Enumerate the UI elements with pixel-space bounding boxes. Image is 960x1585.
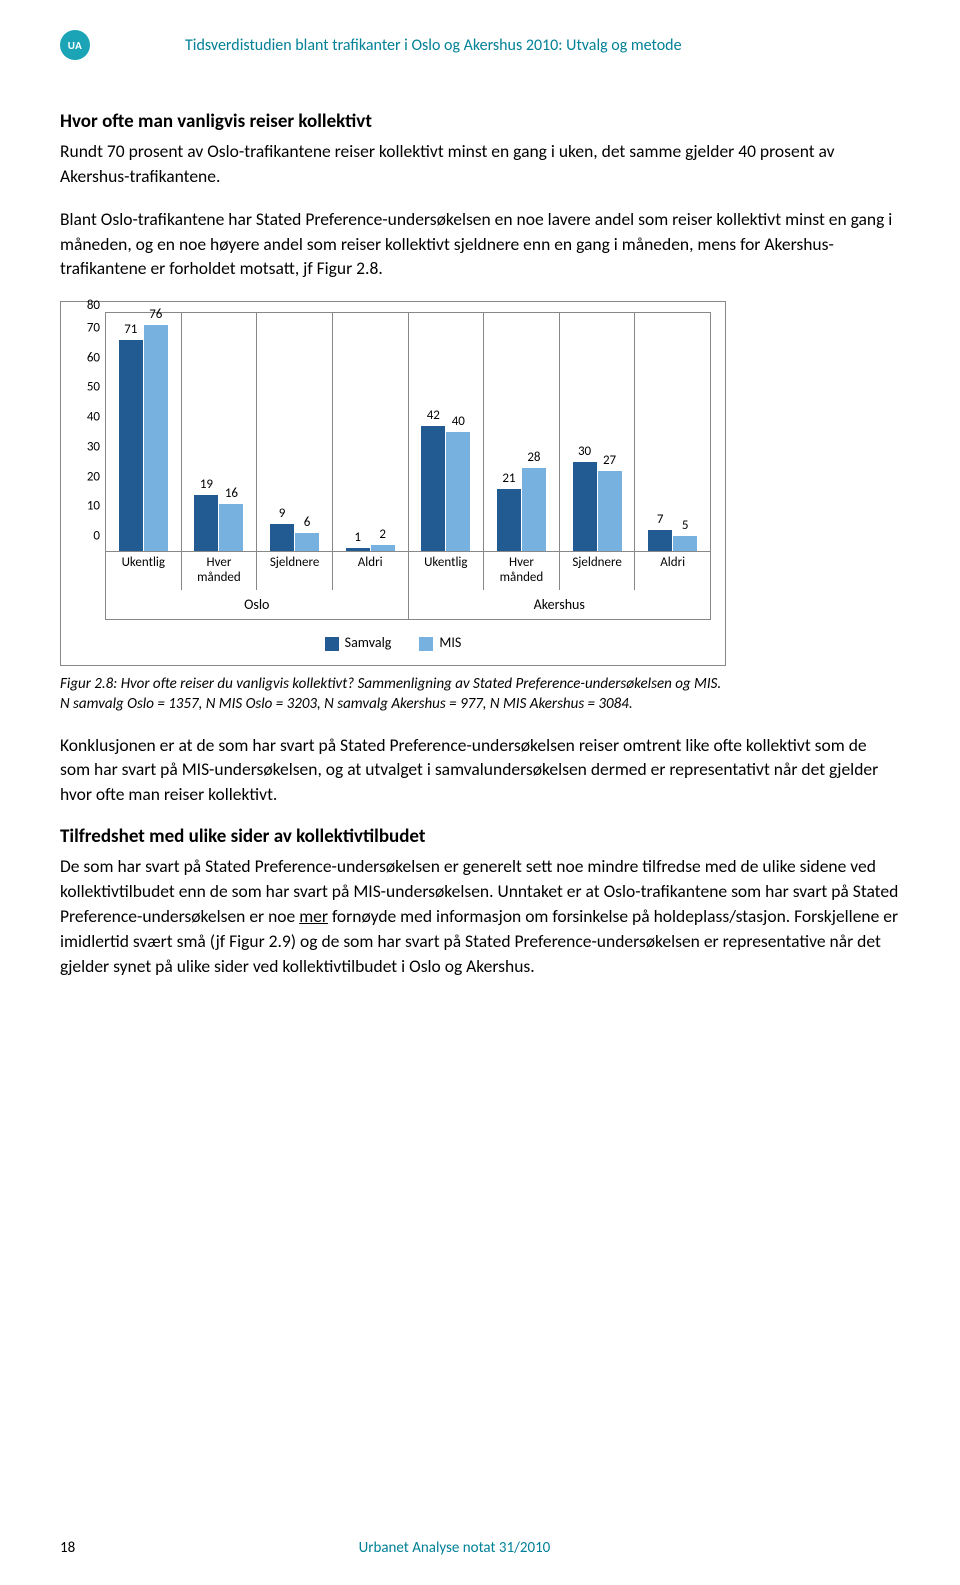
conclusion-paragraph: Konklusjonen er at de som har svart på S… (60, 733, 900, 808)
legend-swatch-icon (325, 637, 339, 651)
category-label: Hver månded (182, 552, 258, 590)
section1-heading: Hvor ofte man vanligvis reiser kollektiv… (60, 110, 900, 133)
bar-group: 96 (257, 313, 333, 551)
bar-value-label: 19 (200, 477, 213, 492)
y-tick-label: 60 (87, 350, 100, 365)
bar-series1: 19 (194, 495, 218, 552)
bar-series1: 7 (648, 530, 672, 551)
bar-series1: 71 (119, 340, 143, 551)
region-label: Oslo (106, 590, 409, 619)
bar-series2: 40 (446, 432, 470, 551)
bar-series2: 28 (522, 468, 546, 551)
category-label: Ukentlig (106, 552, 182, 590)
bar-series1: 30 (573, 462, 597, 551)
bar-group: 12 (333, 313, 409, 551)
category-label: Sjeldnere (257, 552, 333, 590)
footer-note: Urbanet Analyse notat 31/2010 (359, 1539, 551, 1557)
bar-series1: 21 (497, 489, 521, 551)
figure-caption: Figur 2.8: Hvor ofte reiser du vanligvis… (60, 674, 900, 715)
bar-value-label: 42 (427, 408, 440, 423)
bar-value-label: 9 (279, 506, 286, 521)
bar-value-label: 76 (149, 307, 162, 322)
bar-value-label: 30 (578, 444, 591, 459)
y-axis-ticks: 01020304050607080 (78, 313, 104, 551)
page-footer: 18 Urbanet Analyse notat 31/2010 (60, 1539, 900, 1557)
figure-2-8-chart: 01020304050607080 7176191696124240212830… (60, 301, 726, 666)
bar-value-label: 40 (452, 414, 465, 429)
legend-label: Samvalg (345, 634, 392, 651)
y-tick-label: 50 (87, 380, 100, 395)
bar-value-label: 1 (354, 530, 361, 545)
caption-line1: Figur 2.8: Hvor ofte reiser du vanligvis… (60, 675, 721, 693)
y-tick-label: 70 (87, 320, 100, 335)
y-tick-label: 10 (87, 499, 100, 514)
bar-group: 2128 (484, 313, 560, 551)
chart-category-labels: UkentligHver måndedSjeldnereAldriUkentli… (105, 552, 711, 590)
ua-badge-icon: UA (60, 30, 90, 60)
legend-item: MIS (419, 634, 461, 651)
y-tick-label: 20 (87, 469, 100, 484)
bar-value-label: 28 (527, 450, 540, 465)
bar-group: 3027 (560, 313, 636, 551)
bar-group: 7176 (106, 313, 182, 551)
bar-series1: 1 (346, 548, 370, 551)
legend-label: MIS (439, 634, 461, 651)
chart-region-labels: Oslo Akershus (105, 590, 711, 620)
y-tick-label: 0 (93, 529, 100, 544)
bar-value-label: 71 (124, 322, 137, 337)
y-tick-label: 80 (87, 298, 100, 313)
bar-value-label: 21 (502, 471, 515, 486)
legend-swatch-icon (419, 637, 433, 651)
legend-item: Samvalg (325, 634, 392, 651)
y-tick-label: 30 (87, 439, 100, 454)
section2-underlined: mer (299, 905, 328, 927)
header-title: Tidsverdistudien blant trafikanter i Osl… (185, 36, 682, 55)
category-label: Ukentlig (409, 552, 485, 590)
section2-p1: De som har svart på Stated Preference-un… (60, 854, 900, 978)
bar-group: 75 (635, 313, 710, 551)
category-label: Hver månded (484, 552, 560, 590)
bar-series2: 2 (371, 545, 395, 551)
bar-series1: 42 (421, 426, 445, 551)
caption-line2: N samvalg Oslo = 1357, N MIS Oslo = 3203… (60, 695, 633, 713)
bar-value-label: 2 (379, 527, 386, 542)
bar-value-label: 5 (682, 518, 689, 533)
category-label: Sjeldnere (560, 552, 636, 590)
bar-series2: 5 (673, 536, 697, 551)
section1-p2: Blant Oslo-trafikantene har Stated Prefe… (60, 207, 900, 282)
chart-legend: Samvalg MIS (75, 634, 711, 651)
bar-group: 4240 (409, 313, 485, 551)
bar-series2: 27 (598, 471, 622, 551)
bar-value-label: 16 (225, 486, 238, 501)
category-label: Aldri (333, 552, 409, 590)
bar-series1: 9 (270, 524, 294, 551)
bar-group: 1916 (182, 313, 258, 551)
bar-series2: 16 (219, 504, 243, 552)
bar-value-label: 7 (657, 512, 664, 527)
bar-series2: 76 (144, 325, 168, 551)
page-number: 18 (60, 1539, 75, 1557)
chart-bars: 71761916961242402128302775 (106, 313, 710, 551)
bar-series2: 6 (295, 533, 319, 551)
category-label: Aldri (635, 552, 710, 590)
bar-value-label: 27 (603, 453, 616, 468)
bar-value-label: 6 (304, 515, 311, 530)
section1-p1: Rundt 70 prosent av Oslo-trafikantene re… (60, 139, 900, 189)
region-label: Akershus (409, 590, 711, 619)
section2-heading: Tilfredshet med ulike sider av kollektiv… (60, 825, 900, 848)
page-header: UA Tidsverdistudien blant trafikanter i … (60, 30, 900, 60)
y-tick-label: 40 (87, 410, 100, 425)
